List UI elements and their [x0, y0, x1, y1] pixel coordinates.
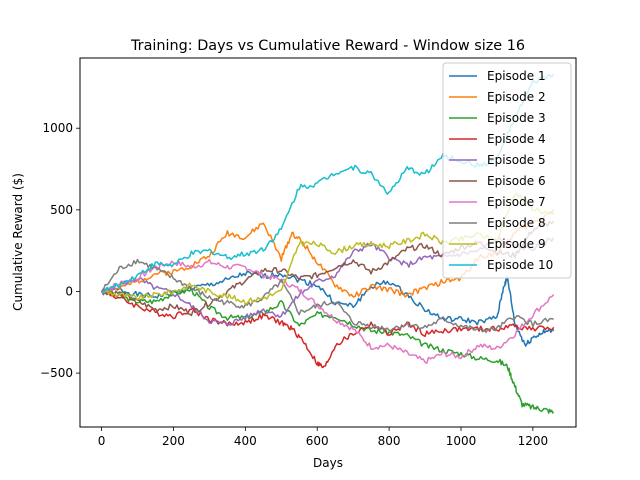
legend-label: Episode 2: [487, 90, 546, 104]
legend-label: Episode 7: [487, 195, 546, 209]
series-line-episode-4: [100, 290, 555, 369]
x-axis-label: Days: [313, 456, 343, 470]
y-tick-label: 500: [50, 203, 73, 217]
legend-box: [442, 62, 572, 279]
x-tick-label: 600: [306, 434, 329, 448]
legend-label: Episode 3: [487, 111, 546, 125]
chart-title: Training: Days vs Cumulative Reward - Wi…: [130, 38, 525, 54]
x-tick-label: 800: [378, 434, 401, 448]
legend-label: Episode 4: [487, 132, 546, 146]
legend-label: Episode 10: [487, 258, 553, 272]
x-tick-label: 0: [98, 434, 106, 448]
legend-label: Episode 6: [487, 174, 546, 188]
y-tick-label: 0: [65, 284, 73, 298]
y-tick-label: −500: [40, 366, 73, 380]
legend-label: Episode 5: [487, 153, 546, 167]
legend: Episode 1 Episode 2 Episode 3 Episode 4 Epis…: [442, 62, 572, 279]
x-tick-label: 200: [162, 434, 185, 448]
y-axis-label: Cumulative Reward ($): [11, 173, 25, 311]
legend-label: Episode 8: [487, 216, 546, 230]
y-tick-label: 1000: [42, 121, 73, 135]
legend-label: Episode 1: [487, 69, 546, 83]
series-line-episode-8: [101, 258, 554, 334]
series-line-episode-1: [101, 270, 555, 347]
tick-layer: 0 200 400 600 800 1000 1200 −500 0 500 1000: [40, 121, 548, 448]
x-tick-label: 1200: [518, 434, 549, 448]
plot-frame: [79, 57, 577, 428]
series-line-episode-7: [101, 258, 555, 364]
legend-label: Episode 9: [487, 237, 546, 251]
x-tick-label: 1000: [446, 434, 477, 448]
series-line-episode-3: [101, 287, 555, 414]
x-tick-label: 400: [234, 434, 257, 448]
